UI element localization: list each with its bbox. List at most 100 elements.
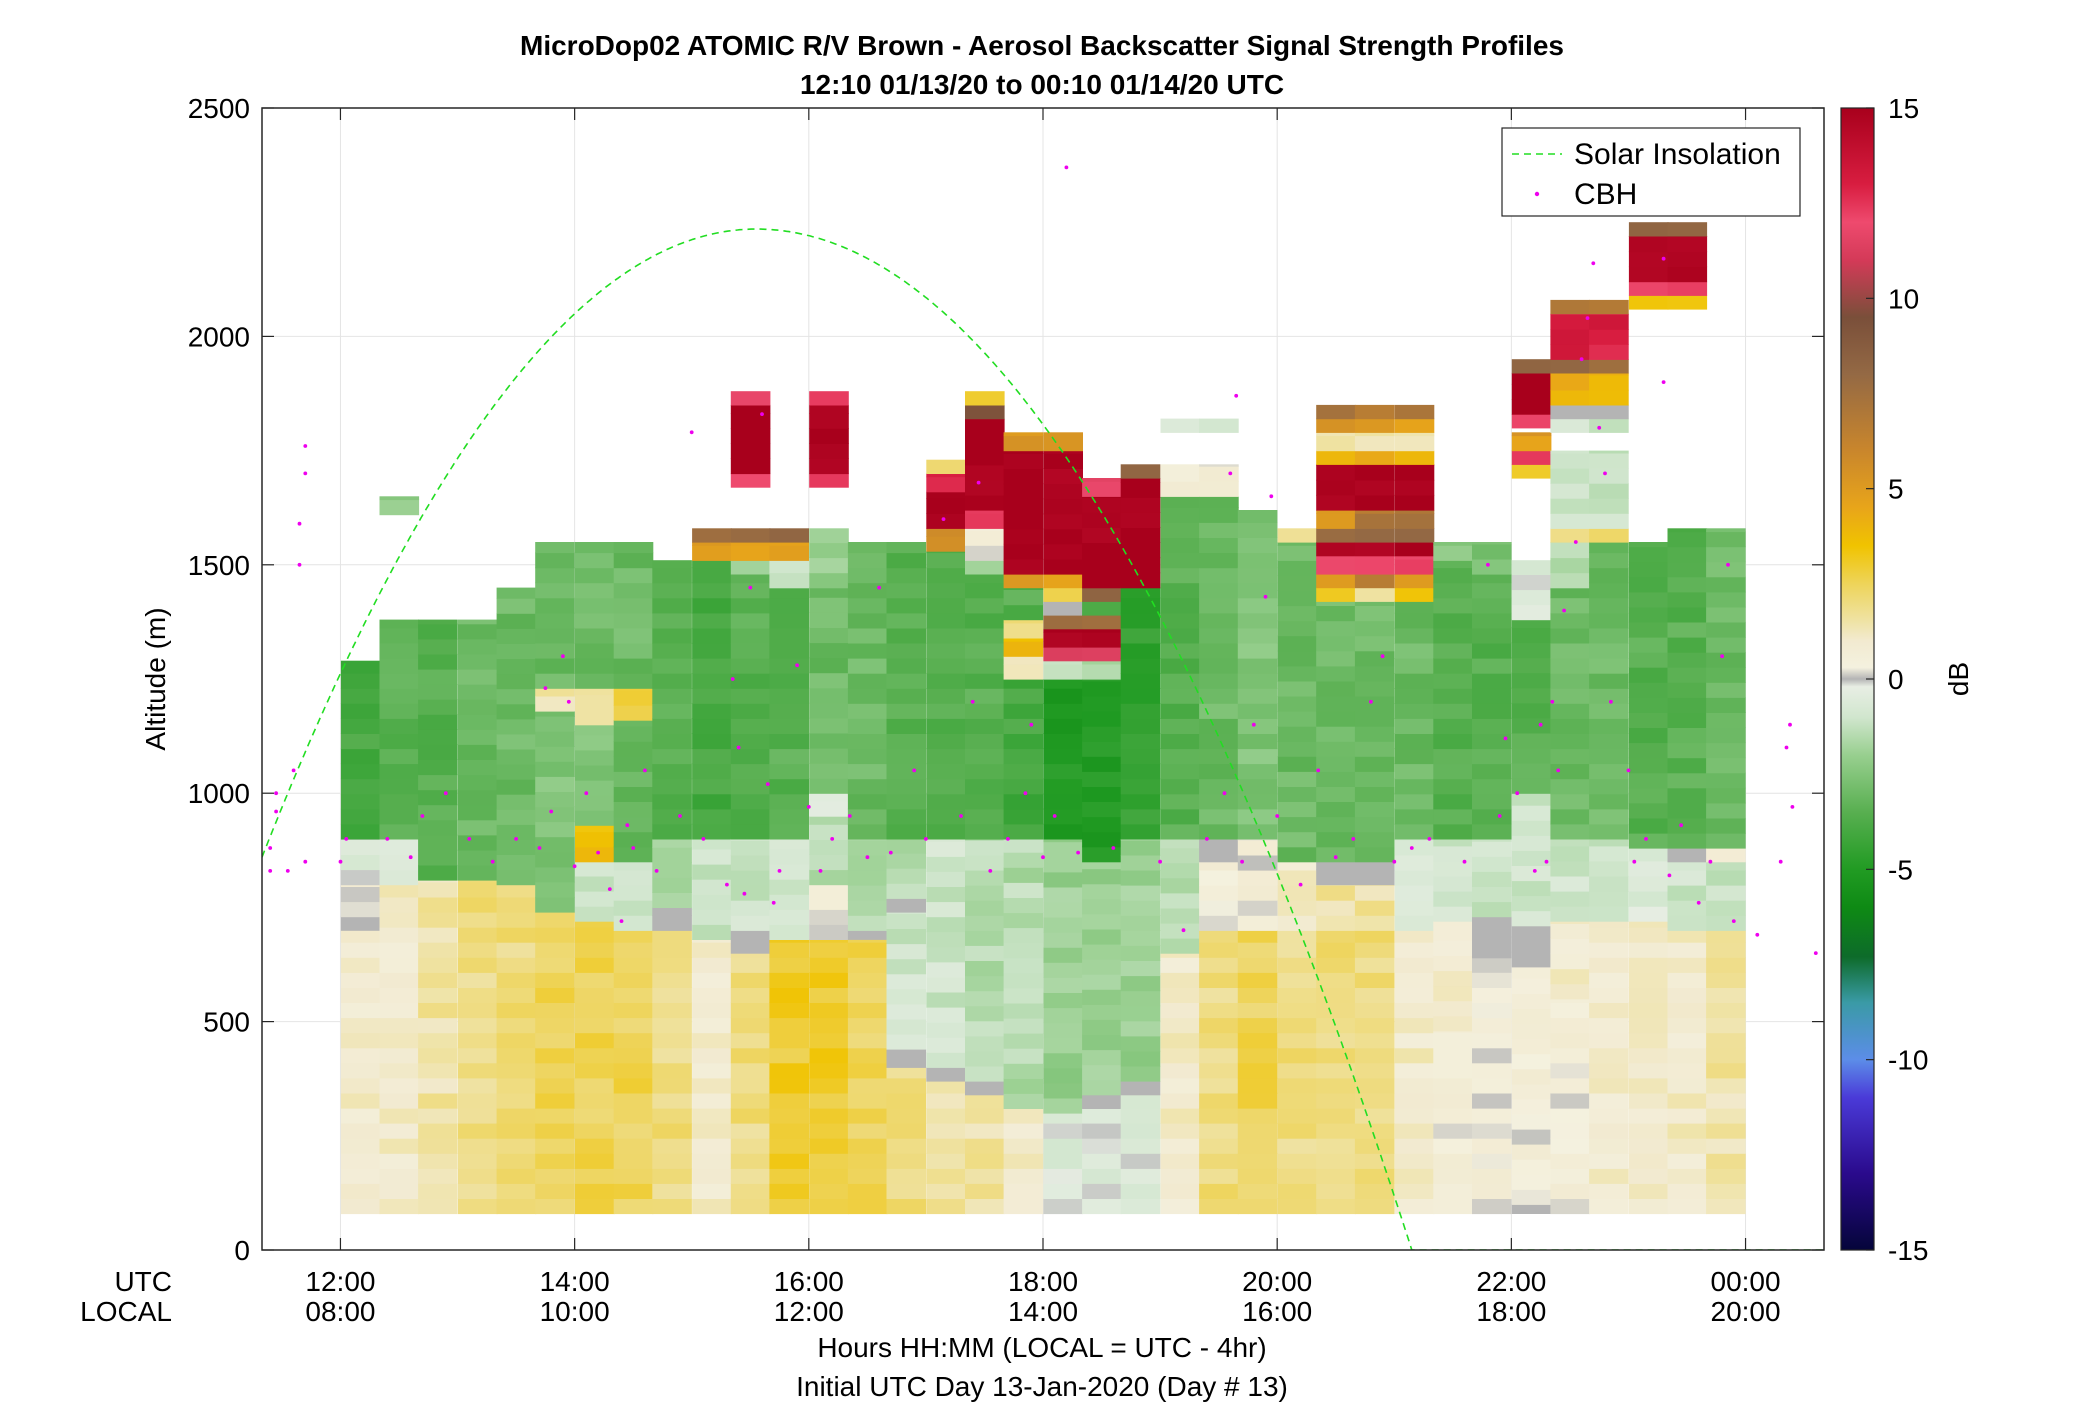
backscatter-cell xyxy=(1394,942,1435,958)
backscatter-cell xyxy=(1394,587,1435,602)
backscatter-cell xyxy=(535,542,575,554)
backscatter-cell xyxy=(1550,838,1590,847)
backscatter-cell xyxy=(652,733,692,750)
backscatter-cell xyxy=(809,942,849,958)
backscatter-cell xyxy=(652,778,692,795)
backscatter-cell xyxy=(1394,418,1435,433)
backscatter-cell xyxy=(379,823,420,840)
backscatter-cell xyxy=(1316,542,1356,557)
cbh-point xyxy=(1316,768,1321,773)
backscatter-cell xyxy=(1589,498,1629,514)
backscatter-cell xyxy=(847,1062,888,1079)
backscatter-cell xyxy=(1354,665,1395,682)
backscatter-cell xyxy=(1511,627,1552,644)
backscatter-cell xyxy=(458,684,498,700)
backscatter-cell xyxy=(1394,808,1435,825)
colorbar-tick-label: -5 xyxy=(1888,854,1913,885)
backscatter-cell xyxy=(769,972,809,988)
backscatter-cell xyxy=(575,795,615,811)
backscatter-cell xyxy=(535,731,575,747)
backscatter-cell xyxy=(1706,1183,1746,1199)
backscatter-cell xyxy=(1628,236,1669,253)
backscatter-cell xyxy=(1199,1002,1239,1019)
backscatter-cell xyxy=(1277,545,1318,561)
backscatter-cell xyxy=(809,987,849,1003)
backscatter-cell xyxy=(1354,957,1395,973)
backscatter-cell xyxy=(458,1062,498,1079)
backscatter-cell xyxy=(1120,482,1161,498)
backscatter-cell xyxy=(730,1153,771,1169)
backscatter-cell xyxy=(535,761,575,777)
backscatter-cell xyxy=(926,1037,966,1053)
backscatter-cell xyxy=(1472,916,1512,929)
backscatter-cell xyxy=(1472,673,1512,689)
backscatter-cell xyxy=(1472,1153,1512,1169)
backscatter-cell xyxy=(1043,688,1083,704)
backscatter-cell xyxy=(1706,757,1746,774)
backscatter-cell xyxy=(886,958,927,975)
backscatter-cell xyxy=(379,896,420,913)
backscatter-cell xyxy=(1589,299,1629,315)
backscatter-cell xyxy=(1511,732,1552,749)
backscatter-cell xyxy=(769,909,809,925)
backscatter-cell xyxy=(1120,1005,1161,1022)
backscatter-cell xyxy=(1003,637,1044,642)
backscatter-cell xyxy=(1043,513,1083,530)
backscatter-cell xyxy=(769,642,809,659)
backscatter-cell xyxy=(1199,466,1239,482)
backscatter-cell xyxy=(847,733,888,750)
backscatter-cell xyxy=(1199,900,1239,916)
backscatter-cell xyxy=(1628,772,1669,789)
backscatter-cell xyxy=(1237,597,1278,614)
backscatter-cell xyxy=(926,473,966,478)
backscatter-cell xyxy=(458,880,498,883)
backscatter-cell xyxy=(1003,587,1044,590)
backscatter-cell xyxy=(458,1198,498,1215)
backscatter-cell xyxy=(1043,748,1083,765)
backscatter-cell xyxy=(769,1032,809,1049)
backscatter-cell xyxy=(1237,567,1278,584)
backscatter-cell xyxy=(1082,801,1122,818)
backscatter-cell xyxy=(1667,930,1708,943)
backscatter-cell xyxy=(418,1153,458,1169)
backscatter-cell xyxy=(1394,404,1435,420)
backscatter-cell xyxy=(1706,531,1746,548)
backscatter-cell xyxy=(1667,727,1708,744)
backscatter-cell xyxy=(730,1047,771,1064)
backscatter-cell xyxy=(1706,727,1746,744)
backscatter-cell xyxy=(769,597,809,614)
cbh-point xyxy=(1708,859,1713,864)
backscatter-cell xyxy=(886,642,927,659)
backscatter-cell xyxy=(1316,1107,1356,1124)
backscatter-cell xyxy=(1472,688,1512,704)
backscatter-cell xyxy=(1511,657,1552,674)
profile-column xyxy=(1160,418,1201,1215)
cbh-point xyxy=(607,887,612,891)
backscatter-cell xyxy=(926,498,966,514)
backscatter-cell xyxy=(613,957,654,973)
profile-column xyxy=(1706,528,1746,1215)
backscatter-cell xyxy=(496,703,537,720)
backscatter-cell xyxy=(1472,658,1512,674)
backscatter-cell xyxy=(340,854,381,871)
backscatter-cell xyxy=(886,612,927,629)
backscatter-cell xyxy=(965,513,1005,529)
backscatter-cell xyxy=(1316,957,1356,973)
backscatter-cell xyxy=(1082,1019,1122,1035)
backscatter-cell xyxy=(1550,450,1590,454)
backscatter-cell xyxy=(730,957,771,973)
backscatter-cell xyxy=(1160,582,1201,599)
backscatter-cell xyxy=(1082,711,1122,727)
backscatter-cell xyxy=(1589,891,1629,907)
backscatter-cell xyxy=(1354,741,1395,757)
backscatter-cell xyxy=(1120,900,1161,916)
backscatter-cell xyxy=(1003,1033,1044,1049)
backscatter-cell xyxy=(613,1032,654,1049)
backscatter-cell xyxy=(1628,1002,1669,1019)
backscatter-cell xyxy=(965,793,1005,810)
profile-column xyxy=(730,391,771,1215)
cbh-point xyxy=(1298,882,1303,887)
backscatter-cell xyxy=(1628,561,1669,578)
backscatter-cell xyxy=(1199,987,1239,1003)
backscatter-cell xyxy=(730,573,771,584)
